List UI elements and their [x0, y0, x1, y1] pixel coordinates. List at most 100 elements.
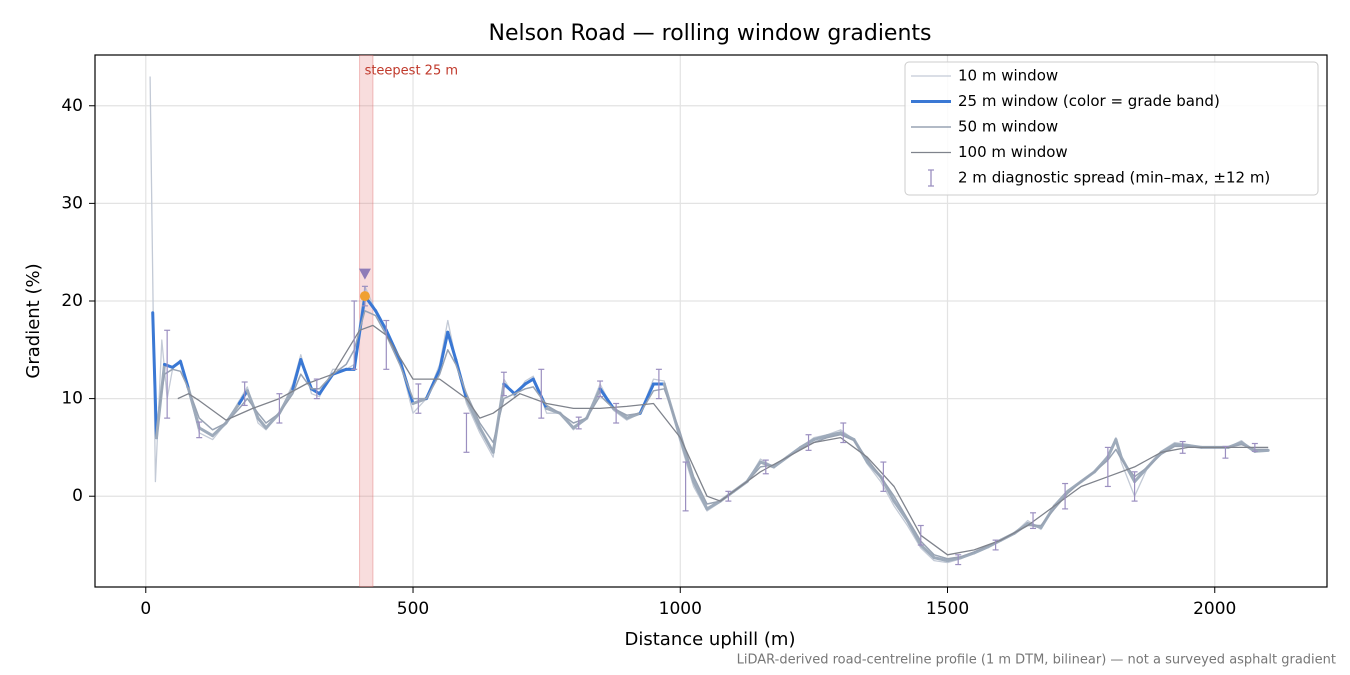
error-bar: [383, 319, 390, 370]
error-bar: [1104, 446, 1111, 488]
series-segment: [905, 519, 923, 547]
legend-label: 50 m window: [958, 118, 1058, 136]
series-segment: [1106, 438, 1118, 459]
series-segment: [919, 543, 936, 560]
series-segment: [692, 480, 709, 511]
series-segment: [291, 358, 303, 391]
error-bar: [538, 368, 545, 419]
error-bar: [955, 554, 962, 566]
x-axis-label: Distance uphill (m): [625, 629, 796, 650]
series-segment: [299, 358, 313, 391]
series-segment: [812, 434, 829, 442]
series-line: [158, 310, 1269, 560]
x-tick-label: 2000: [1193, 599, 1236, 619]
error-bar: [196, 421, 203, 439]
y-tick-label: 0: [72, 486, 83, 506]
series-segment: [799, 438, 816, 449]
series-segment: [464, 397, 482, 430]
highlight-label: steepest 25 m: [365, 64, 458, 79]
error-bar: [500, 371, 507, 397]
series-segment: [309, 387, 321, 396]
error-bar: [1251, 442, 1258, 452]
error-bar: [682, 461, 689, 512]
legend-label: 2 m diagnostic spread (min–max, ±12 m): [958, 169, 1270, 187]
series-segment: [171, 360, 183, 369]
error-bar: [917, 524, 924, 546]
y-tick-label: 40: [61, 96, 83, 116]
legend-label: 10 m window: [958, 67, 1058, 85]
series-segment: [446, 330, 458, 362]
error-bar: [805, 434, 812, 451]
legend: 10 m window 25 m window (color = grade ba…: [904, 61, 1319, 196]
error-bar: [992, 539, 999, 551]
error-bar: [1030, 512, 1037, 530]
peak-marker: [359, 291, 370, 302]
series-segment: [478, 426, 495, 454]
error-bar: [880, 461, 887, 492]
plot-frame: [94, 54, 1328, 588]
series-segment: [197, 426, 215, 438]
series-segment: [384, 328, 402, 362]
series-segment: [678, 436, 696, 484]
series-segment: [892, 499, 909, 523]
error-bar: [463, 412, 470, 453]
series-segment: [438, 330, 450, 371]
y-tick-label: 20: [61, 291, 83, 311]
series-segment: [374, 309, 388, 332]
series-segment: [959, 551, 976, 560]
chart-title: Nelson Road — rolling window gradients: [488, 21, 931, 46]
error-bar: [655, 368, 662, 400]
series-line: [177, 324, 1269, 556]
legend-box: [904, 61, 1319, 196]
series-segment: [598, 387, 615, 410]
series-segment: [211, 421, 228, 438]
series-segment: [972, 545, 990, 555]
legend-swatch: [928, 169, 934, 187]
error-bar: [1062, 482, 1069, 510]
series-segment: [502, 382, 517, 396]
x-tick-label: 500: [397, 599, 429, 619]
error-bar: [1222, 445, 1229, 459]
legend-label: 100 m window: [958, 143, 1068, 161]
x-tick-label: 1000: [659, 599, 702, 619]
footnote: LiDAR-derived road-centreline profile (1…: [737, 653, 1336, 668]
peak-pointer: [358, 268, 371, 280]
series-segment: [571, 416, 589, 430]
error-bar: [241, 381, 248, 407]
y-tick-label: 10: [61, 389, 83, 409]
series-segment: [256, 416, 268, 430]
y-axis-label: Gradient (%): [23, 263, 44, 378]
series-segment: [705, 499, 722, 511]
plot-clip: [149, 55, 1270, 587]
y-tick-label: 30: [61, 193, 83, 213]
error-bar: [1179, 440, 1186, 454]
error-bar: [725, 490, 732, 502]
series-segment: [151, 311, 158, 440]
series-segment: [237, 389, 249, 405]
error-bar: [276, 393, 283, 424]
error-bar: [415, 383, 422, 414]
error-bar: [840, 422, 847, 444]
series-segment: [531, 377, 549, 410]
x-tick-label: 0: [140, 599, 151, 619]
series-segment: [932, 556, 950, 563]
error-bar: [164, 329, 171, 419]
error-bar: [313, 378, 320, 400]
series-segment: [523, 377, 535, 386]
error-bar: [762, 459, 769, 475]
series-segment: [245, 389, 260, 420]
series-segment: [1159, 442, 1177, 454]
error-bar: [1131, 471, 1138, 502]
x-tick-label: 1500: [926, 599, 969, 619]
error-bar: [613, 402, 620, 424]
series-segment: [411, 397, 428, 405]
series-segment: [1114, 438, 1123, 459]
error-bar: [575, 416, 582, 430]
series-segment: [825, 431, 843, 438]
plot-area: [89, 54, 1328, 593]
error-bar: [351, 300, 358, 370]
error-bar: [597, 380, 604, 398]
legend-label: 25 m window (color = grade band): [958, 92, 1220, 110]
series-segment: [1173, 442, 1190, 447]
